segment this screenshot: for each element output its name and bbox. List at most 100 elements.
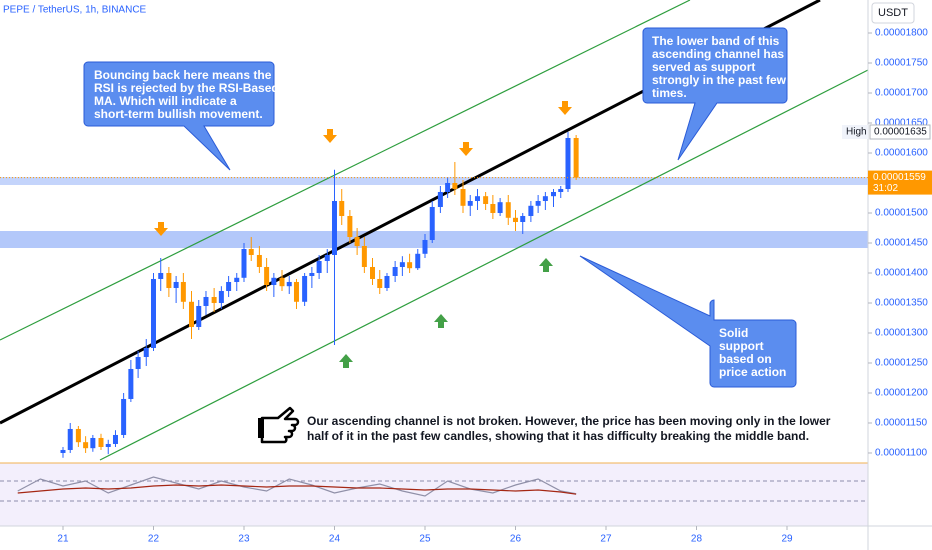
candle-body bbox=[467, 200, 473, 206]
candle-body bbox=[166, 272, 172, 288]
candle-body bbox=[324, 254, 330, 261]
callout-text: RSI is rejected by the RSI-Based bbox=[94, 81, 279, 95]
y-tick-label: 0.00001150 bbox=[875, 418, 928, 429]
callout-text: served as support bbox=[652, 60, 755, 74]
candle-body bbox=[354, 236, 360, 246]
y-tick-label: 0.00001250 bbox=[875, 358, 928, 369]
candle-body bbox=[437, 191, 443, 207]
currency: USDT bbox=[878, 7, 908, 19]
callout-text: support bbox=[719, 339, 764, 353]
candle-body bbox=[121, 398, 127, 435]
candle-body bbox=[490, 203, 496, 213]
candle-body bbox=[551, 191, 557, 197]
y-tick-label: 0.00001800 bbox=[875, 28, 928, 39]
down-arrow bbox=[558, 101, 572, 115]
candle-body bbox=[370, 266, 376, 279]
y-tick-label: 0.00001450 bbox=[875, 238, 928, 249]
candles bbox=[60, 131, 579, 458]
candle-body bbox=[67, 428, 73, 450]
y-tick-label: 0.00001600 bbox=[875, 148, 928, 159]
hand-cuff bbox=[258, 418, 264, 438]
candle-body bbox=[512, 217, 518, 222]
candle-body bbox=[241, 248, 247, 278]
high-tag bbox=[842, 124, 868, 139]
y-tick-label: 0.00001200 bbox=[875, 388, 928, 399]
ticks: 0.00001100 0.00001150 0.00001200 0.00001250… bbox=[0, 28, 932, 545]
candle-body bbox=[189, 301, 195, 327]
up-arrow bbox=[339, 354, 353, 368]
candle-body bbox=[60, 449, 66, 453]
y-tick-label: 0.00001400 bbox=[875, 268, 928, 279]
candle-body bbox=[542, 196, 548, 201]
y-tick-label: 0.00001750 bbox=[875, 58, 928, 69]
down-arrow bbox=[154, 222, 168, 236]
callout-text: MA. Which will indicate a bbox=[94, 94, 237, 108]
candle-body bbox=[528, 205, 534, 216]
rsi-line bbox=[17, 484, 577, 495]
resistance-zone bbox=[0, 177, 868, 185]
candle-body bbox=[248, 248, 254, 255]
callout-text: price action bbox=[719, 365, 786, 379]
candle-body bbox=[415, 253, 421, 269]
y-tick-label: 0.00001500 bbox=[875, 208, 928, 219]
candle-body bbox=[218, 290, 224, 303]
candle-body bbox=[573, 137, 579, 178]
candle-body bbox=[256, 254, 262, 267]
candle-body bbox=[361, 245, 367, 267]
candle-body bbox=[211, 296, 217, 303]
high-label: High bbox=[846, 127, 867, 138]
up-arrow bbox=[434, 314, 448, 328]
candle-body bbox=[105, 443, 111, 447]
candle-body bbox=[474, 196, 480, 201]
candle-body bbox=[384, 275, 390, 288]
down-arrow bbox=[459, 142, 473, 156]
candle-body bbox=[520, 215, 526, 222]
candle-body bbox=[429, 206, 435, 240]
candle-body bbox=[226, 281, 232, 291]
candle-body bbox=[483, 196, 489, 204]
y-tick-label: 0.00001100 bbox=[875, 448, 928, 459]
candle-body bbox=[399, 262, 405, 267]
x-tick-label: 29 bbox=[781, 534, 793, 545]
candle-body bbox=[445, 182, 451, 192]
last-price-label: 0.00001559 bbox=[873, 172, 926, 183]
callout-text: Solid bbox=[719, 326, 748, 340]
x-tick-label: 25 bbox=[419, 534, 431, 545]
last-price-box bbox=[868, 170, 932, 195]
candle-body bbox=[143, 347, 149, 357]
x-tick-label: 21 bbox=[57, 534, 69, 545]
x-tick-label: 22 bbox=[148, 534, 160, 545]
x-tick-label: 24 bbox=[329, 534, 341, 545]
y-tick-label: 0.00001700 bbox=[875, 88, 928, 99]
candle-body bbox=[196, 305, 202, 327]
candle-body bbox=[339, 200, 345, 216]
candle-body bbox=[293, 281, 299, 302]
candle-body bbox=[347, 215, 353, 237]
down-arrows bbox=[154, 101, 572, 236]
callout-text: The lower band of this bbox=[652, 34, 780, 48]
y-tick-label: 0.00001650 bbox=[875, 118, 928, 129]
candle-body bbox=[158, 272, 164, 279]
rsi-pane bbox=[0, 463, 868, 526]
candle-body bbox=[98, 437, 104, 447]
candle-body bbox=[452, 182, 458, 189]
up-arrow bbox=[539, 258, 553, 272]
currency-box bbox=[871, 2, 915, 24]
candle-body bbox=[331, 200, 337, 255]
x-tick-label: 28 bbox=[691, 534, 703, 545]
candle-body bbox=[150, 278, 156, 348]
callout-text: times. bbox=[652, 86, 687, 100]
candle-body bbox=[302, 275, 308, 302]
candle-body bbox=[392, 266, 398, 276]
candle-body bbox=[90, 437, 96, 449]
chart-title: PEPE / TetherUS, 1h, BINANCE bbox=[3, 5, 147, 16]
x-tick-label: 23 bbox=[238, 534, 250, 545]
candle-body bbox=[565, 137, 571, 189]
candle-body bbox=[135, 356, 141, 369]
callout-box bbox=[642, 27, 788, 161]
candle-body bbox=[75, 428, 81, 443]
candle-body bbox=[180, 281, 186, 302]
channel-upper bbox=[0, 0, 691, 341]
callout-text: Bouncing back here means the bbox=[94, 68, 272, 82]
